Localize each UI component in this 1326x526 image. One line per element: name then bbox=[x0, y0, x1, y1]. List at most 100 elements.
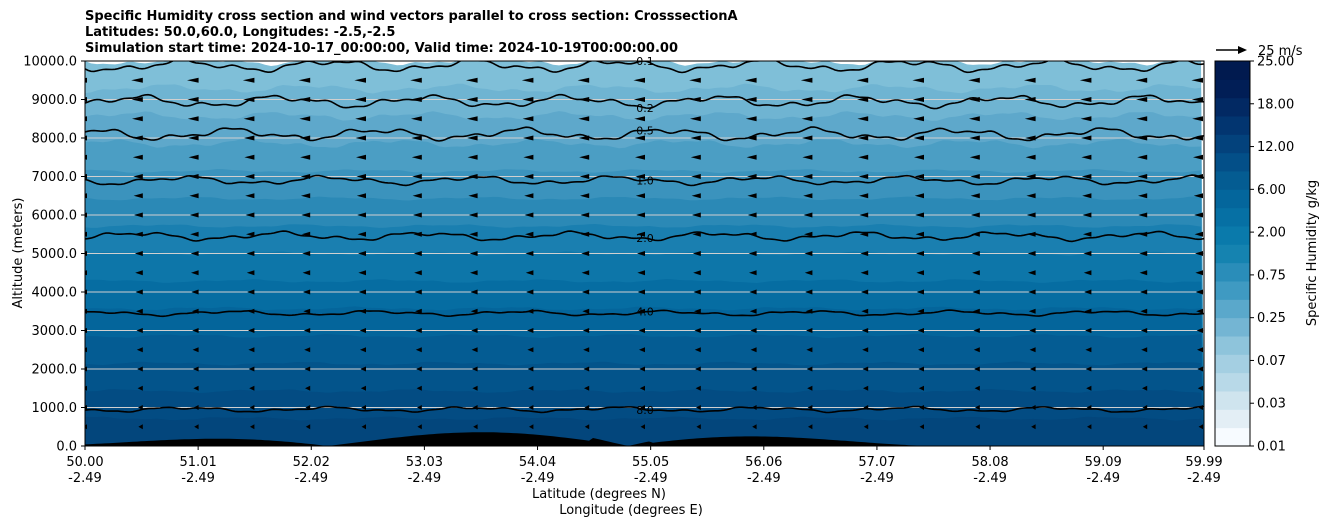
y-axis-label: Altitude (meters) bbox=[11, 198, 26, 309]
wind-arrow bbox=[355, 135, 366, 141]
wind-arrow bbox=[578, 97, 590, 102]
wind-arrow bbox=[745, 77, 757, 83]
wind-arrow bbox=[582, 328, 590, 333]
wind-arrow bbox=[191, 270, 199, 276]
wind-arrow bbox=[1194, 231, 1203, 237]
wind-arrow bbox=[354, 97, 366, 102]
wind-arrow bbox=[138, 424, 143, 430]
wind-arrow bbox=[748, 251, 757, 256]
wind-arrow bbox=[803, 193, 813, 199]
y-tick-label: 2000.0 bbox=[32, 363, 78, 378]
wind-arrow bbox=[360, 366, 366, 372]
wind-arrow bbox=[973, 308, 980, 314]
wind-arrow bbox=[412, 193, 422, 199]
wind-arrow bbox=[357, 231, 366, 237]
wind-arrow bbox=[193, 385, 199, 391]
wind-arrow bbox=[1083, 270, 1092, 276]
wind-arrow bbox=[247, 289, 255, 295]
wind-arrow bbox=[1025, 135, 1036, 141]
wind-arrow bbox=[584, 405, 590, 410]
contour-line bbox=[85, 126, 1204, 142]
wind-arrow bbox=[356, 154, 366, 160]
wind-arrow bbox=[135, 289, 143, 295]
wind-arrow bbox=[249, 405, 255, 410]
x-tick-label-lat: 51.01 bbox=[180, 455, 217, 470]
x-tick-label-lat: 59.99 bbox=[1185, 455, 1222, 470]
colorbar-segment bbox=[1215, 134, 1250, 154]
wind-arrow bbox=[914, 174, 924, 179]
colorbar-segment bbox=[1215, 372, 1250, 392]
wind-arrow bbox=[640, 405, 645, 410]
x-tick-label-lon: -2.49 bbox=[634, 471, 668, 486]
wind-arrow bbox=[694, 347, 701, 353]
wind-arrow bbox=[860, 270, 869, 276]
y-tick-label: 5000.0 bbox=[32, 247, 78, 262]
wind-arrow bbox=[971, 231, 980, 237]
wind-arrow bbox=[861, 289, 869, 295]
wind-arrow bbox=[416, 366, 422, 372]
wind-arrow bbox=[745, 116, 757, 122]
wind-arrow bbox=[1195, 251, 1203, 256]
wind-arrow bbox=[582, 308, 590, 314]
wind-arrow bbox=[1192, 116, 1203, 122]
wind-arrow bbox=[916, 270, 924, 276]
wind-arrow bbox=[1086, 385, 1092, 391]
x-tick-label-lat: 57.07 bbox=[858, 455, 895, 470]
wind-arrow bbox=[690, 116, 701, 122]
x-axis-label-lat: Latitude (degrees N) bbox=[532, 487, 666, 502]
wind-arrow bbox=[863, 424, 869, 430]
wind-arrow bbox=[415, 328, 422, 333]
y-tick-label: 7000.0 bbox=[32, 170, 78, 185]
wind-arrow bbox=[527, 347, 534, 353]
wind-arrow bbox=[638, 308, 645, 314]
x-tick-label-lon: -2.49 bbox=[408, 471, 442, 486]
wind-arrow bbox=[304, 366, 311, 372]
wind-arrow bbox=[1024, 116, 1036, 122]
wind-arrow bbox=[1196, 308, 1203, 314]
wind-arrow bbox=[975, 424, 980, 430]
wind-arrow bbox=[193, 366, 199, 372]
wind-arrow bbox=[131, 97, 143, 102]
wind-arrow bbox=[639, 366, 645, 372]
wind-arrow bbox=[358, 270, 366, 276]
wind-arrow bbox=[918, 366, 924, 372]
wind-arrow bbox=[913, 135, 924, 141]
wind-arrow bbox=[584, 385, 590, 391]
wind-arrow bbox=[579, 154, 590, 160]
wind-arrow bbox=[1192, 135, 1203, 141]
wind-arrow bbox=[245, 193, 255, 199]
wind-arrow bbox=[412, 174, 422, 179]
wind-arrow bbox=[526, 289, 534, 295]
wind-arrow bbox=[413, 231, 422, 237]
wind-arrow bbox=[246, 251, 255, 256]
wind-arrow bbox=[863, 405, 869, 410]
x-tick-label-lat: 52.02 bbox=[293, 455, 330, 470]
wind-arrow bbox=[132, 135, 143, 141]
wind-arrow bbox=[1139, 251, 1148, 256]
wind-arrow bbox=[467, 154, 478, 160]
wind-arrow bbox=[918, 385, 924, 391]
wind-arrow bbox=[805, 308, 813, 314]
wind-arrow bbox=[749, 308, 757, 314]
wind-arrow bbox=[693, 289, 701, 295]
wind-arrow bbox=[802, 154, 813, 160]
wind-arrow bbox=[355, 116, 366, 122]
wind-arrow bbox=[1195, 270, 1203, 276]
wind-arrow bbox=[752, 424, 757, 430]
wind-arrow bbox=[359, 328, 366, 333]
wind-arrow bbox=[411, 154, 422, 160]
wind-arrow bbox=[472, 366, 478, 372]
wind-arrow bbox=[1030, 366, 1036, 372]
colorbar-segment bbox=[1215, 97, 1250, 117]
wind-arrow bbox=[1193, 193, 1203, 199]
wind-arrow bbox=[472, 405, 478, 410]
wind-arrow bbox=[692, 231, 701, 237]
wind-arrow bbox=[690, 135, 701, 141]
wind-arrow bbox=[85, 347, 87, 353]
wind-reference-label: 25 m/s bbox=[1258, 44, 1303, 59]
wind-arrow bbox=[807, 385, 813, 391]
wind-arrow bbox=[305, 424, 311, 430]
wind-arrow bbox=[914, 193, 924, 199]
wind-arrow bbox=[1079, 77, 1092, 83]
